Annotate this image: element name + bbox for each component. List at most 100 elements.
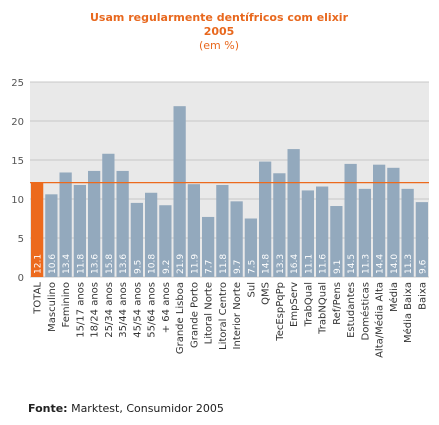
x-category-label: 55/64 anos [147, 282, 158, 338]
bar [102, 153, 115, 277]
bar-value-label: 11.8 [76, 254, 86, 274]
bar [187, 184, 201, 277]
bar [159, 205, 172, 277]
bar-value-label: 10.6 [48, 254, 58, 274]
chart-subtitle: (em %) [199, 39, 239, 52]
x-category-label: 45/54 anos [132, 282, 143, 338]
x-category-label: TecEspPqPp [275, 282, 286, 342]
bar [258, 161, 272, 277]
bar [415, 202, 429, 277]
x-category-label: Média [388, 282, 400, 312]
chart-title-group: Usam regularmente dentífricos com elixir… [90, 11, 349, 52]
bars [30, 106, 429, 278]
y-tick-label: 0 [18, 273, 24, 284]
bar-value-label: 14.5 [347, 254, 357, 274]
y-tick-label: 20 [11, 117, 24, 128]
x-category-label: Interior Norte [232, 282, 243, 349]
x-axis-labels: TOTAL Masculino Feminino 15/17 anos 18/24 an… [33, 282, 429, 358]
x-category-label: Média Baixa [402, 282, 414, 343]
bar-value-label: 15.8 [105, 254, 115, 274]
x-category-label: Litoral Centro [218, 282, 229, 350]
bar-value-label: 14.8 [262, 254, 272, 274]
bar [273, 173, 286, 277]
bar-value-label: 11.6 [319, 254, 329, 274]
x-category-label: Estudantes [346, 282, 357, 338]
x-category-label: Masculino [47, 282, 58, 332]
x-category-label: Alta/Média Alta [374, 282, 386, 358]
bar-value-label: 11.3 [361, 254, 371, 274]
x-category-label: Domésticas [359, 282, 371, 340]
bar [87, 170, 101, 277]
bar [330, 206, 343, 277]
bar-value-labels: 12.1 10.6 13.4 11.8 13.6 15.8 13.6 9.5 10.8 9.2 21… [34, 254, 429, 274]
x-category-label: 15/17 anos [75, 282, 86, 338]
bar-value-label: 9.1 [333, 260, 343, 274]
x-category-label: Feminino [61, 282, 72, 327]
x-category-label: Baixa [417, 282, 428, 310]
bar [401, 188, 414, 277]
x-category-label: QMS [261, 282, 272, 305]
y-axis-ticks: 0 5 10 15 20 25 [11, 78, 24, 284]
chart-title-line-2: 2005 [204, 25, 235, 38]
bar-value-label: 11.1 [304, 254, 314, 274]
x-category-label: Sul [246, 282, 257, 297]
bar [216, 184, 229, 277]
x-category-label: Ref/Pens [332, 282, 343, 325]
x-category-label: TOTAL [33, 282, 44, 315]
bar-value-label: 7.5 [247, 260, 257, 274]
bar-value-label: 14.0 [390, 254, 400, 274]
source-label: Fonte: [28, 402, 68, 415]
bar [301, 190, 315, 277]
y-tick-label: 15 [11, 156, 24, 167]
bar [372, 164, 386, 277]
bar [130, 202, 144, 277]
x-category-label: Grande Lisboa [175, 282, 186, 354]
x-category-label: EmpServ [289, 282, 300, 327]
x-category-label: 18/24 anos [90, 282, 101, 338]
bar-value-label: 13.6 [119, 254, 129, 274]
x-category-label: TrabQual [303, 282, 314, 327]
bar-value-label: 11.3 [404, 254, 414, 274]
bar-value-label: 13.6 [91, 254, 101, 274]
x-category-label: TrabNQual [318, 282, 329, 335]
y-tick-label: 10 [11, 195, 24, 206]
bar [116, 170, 129, 277]
bar [230, 201, 243, 277]
bar [173, 106, 186, 278]
x-category-label: Litoral Norte [204, 282, 215, 344]
source-text: Marktest, Consumidor 2005 [71, 402, 224, 415]
bar-value-label: 13.3 [276, 254, 286, 274]
y-tick-label: 25 [11, 78, 24, 89]
bar [287, 149, 300, 277]
bar [30, 182, 44, 277]
bar-value-label: 9.5 [133, 260, 143, 274]
bar [315, 186, 329, 277]
bar-value-label: 11.9 [190, 254, 200, 274]
chart-title-line-1: Usam regularmente dentífricos com elixir [90, 11, 349, 24]
bar [344, 163, 357, 277]
x-category-label: 25/34 anos [104, 282, 115, 338]
x-category-label: 35/44 anos [118, 282, 129, 338]
bar [73, 184, 87, 277]
bar-value-label: 14.4 [376, 254, 386, 274]
bar [45, 194, 58, 277]
bar-value-label: 7.7 [205, 260, 215, 274]
bar-value-label: 12.1 [34, 254, 44, 274]
bar-value-label: 13.4 [62, 254, 72, 274]
bar [201, 216, 215, 277]
bar [358, 188, 372, 277]
x-category-label: + 64 anos [161, 282, 172, 333]
bar [244, 218, 258, 277]
bar-value-label: 9.7 [233, 260, 243, 274]
bar-value-label: 9.2 [162, 260, 172, 274]
bar-value-label: 16.4 [290, 254, 300, 274]
bar [144, 192, 158, 277]
y-tick-label: 5 [18, 234, 24, 245]
bar [387, 167, 400, 277]
source-note: Fonte: Marktest, Consumidor 2005 [28, 402, 224, 415]
bar [59, 172, 72, 277]
bar-value-label: 10.8 [148, 254, 158, 274]
bar-value-label: 9.6 [418, 259, 428, 274]
